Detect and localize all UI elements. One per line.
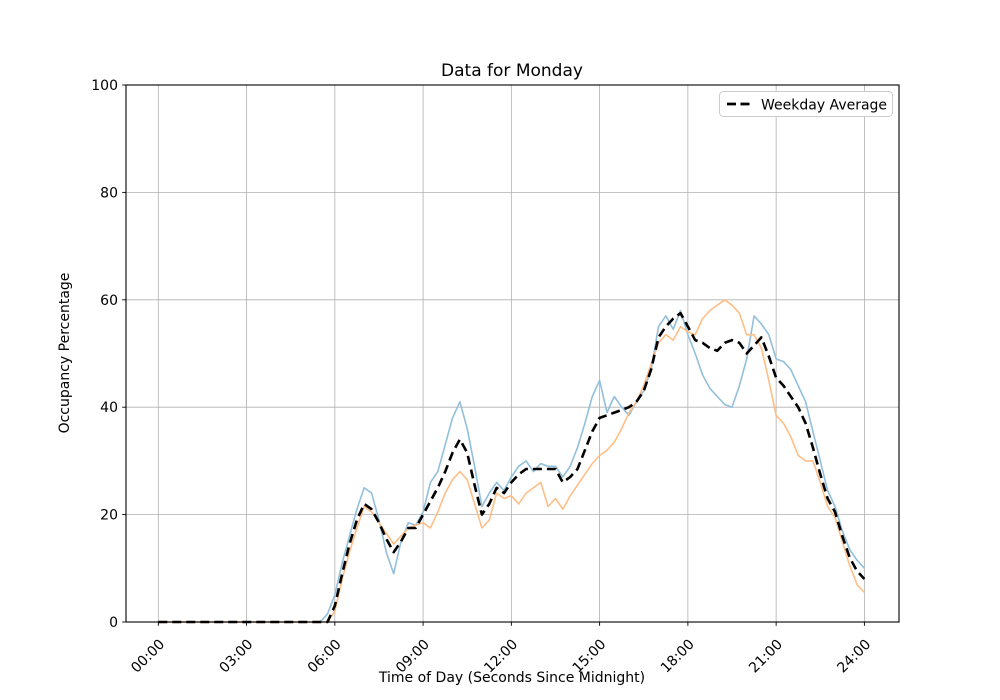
y-tick-label: 0 bbox=[109, 615, 118, 631]
x-tick-label: 03:00 bbox=[217, 637, 257, 677]
legend-label: Weekday Average bbox=[761, 98, 887, 114]
x-tick-label: 00:00 bbox=[128, 637, 168, 677]
x-axis-label: Time of Day (Seconds Since Midnight) bbox=[378, 670, 645, 686]
x-tick-label: 18:00 bbox=[658, 637, 698, 677]
legend: Weekday Average bbox=[719, 91, 893, 117]
y-tick-label: 100 bbox=[91, 78, 118, 94]
x-tick-label: 24:00 bbox=[834, 637, 874, 677]
y-tick-label: 20 bbox=[100, 508, 118, 524]
legend-box bbox=[719, 91, 893, 117]
y-axis-label: Occupancy Percentage bbox=[57, 273, 73, 434]
chart-title: Data for Monday bbox=[441, 61, 583, 81]
grid-layer bbox=[126, 84, 899, 623]
x-tick-label: 06:00 bbox=[305, 637, 345, 677]
y-tick-label: 80 bbox=[100, 185, 118, 201]
plot-area-border bbox=[125, 84, 900, 623]
y-tick-label: 40 bbox=[100, 400, 118, 416]
x-tick-label: 21:00 bbox=[746, 637, 786, 677]
y-tick-label: 60 bbox=[100, 293, 118, 309]
